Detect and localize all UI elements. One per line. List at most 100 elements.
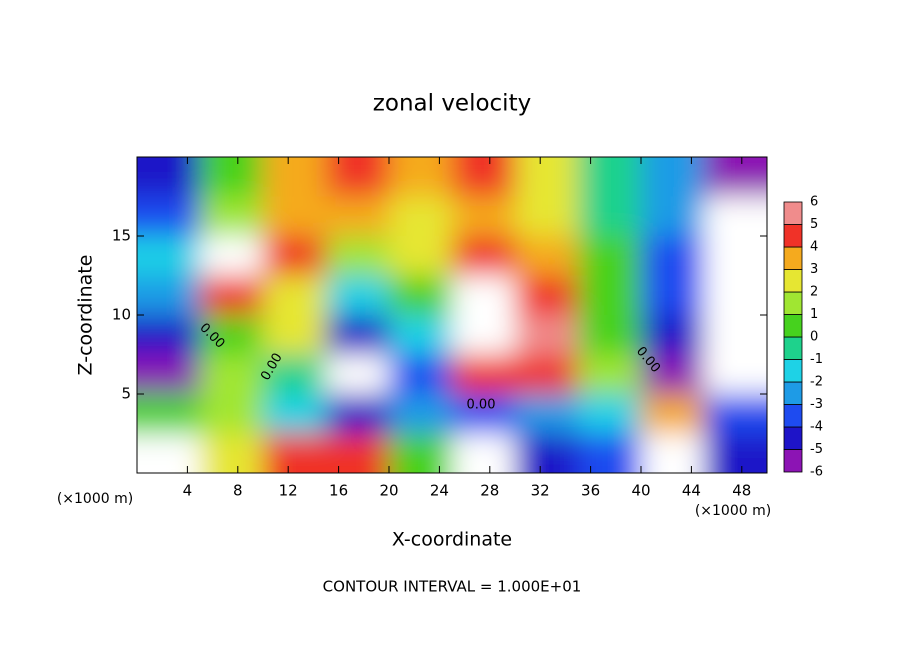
heat-cell — [200, 275, 264, 316]
heat-cell — [389, 394, 453, 434]
colorbar-band — [783, 336, 803, 360]
heat-cell — [452, 157, 516, 197]
heat-cell — [515, 275, 579, 316]
colorbar-label: -5 — [810, 442, 823, 457]
x-axis-label: X-coordinate — [392, 529, 512, 551]
heat-cell — [515, 433, 579, 473]
heat-cell — [389, 354, 453, 395]
heat-cell — [452, 315, 516, 355]
x-tick-label: 8 — [233, 482, 243, 500]
heat-cell — [452, 275, 516, 316]
heat-cell — [515, 157, 579, 197]
heat-cell — [200, 157, 264, 197]
colorbar-band — [783, 291, 803, 315]
heat-cell — [578, 394, 642, 434]
y-axis-label: Z-coordinate — [75, 255, 97, 376]
x-tick-label: 24 — [430, 482, 449, 500]
colorbar-label: 5 — [810, 217, 818, 232]
heat-cell — [641, 354, 705, 395]
heat-cell — [263, 196, 327, 237]
colorbar-band — [783, 359, 803, 383]
heat-cell — [389, 196, 453, 237]
heat-cell — [200, 354, 264, 395]
heat-cell — [326, 433, 390, 473]
heat-cell — [389, 275, 453, 316]
heat-cell — [326, 354, 390, 395]
colorbar-band — [783, 246, 803, 270]
footer: CONTOUR INTERVAL = 1.000E+01 — [323, 578, 582, 596]
heat-cell — [578, 315, 642, 355]
heat-cell — [326, 275, 390, 316]
heat-cell — [515, 236, 579, 276]
colorbar-band — [783, 269, 803, 293]
x-tick-label: 12 — [279, 482, 298, 500]
heat-cell — [389, 315, 453, 355]
heat-cell — [515, 196, 579, 237]
heat-cell — [263, 354, 327, 395]
colorbar-label: 4 — [810, 240, 818, 255]
chart-title: zonal velocity — [373, 91, 531, 117]
heat-cell — [137, 354, 201, 395]
colorbar-label: 1 — [810, 307, 818, 322]
heat-cell — [326, 196, 390, 237]
heat-cell — [704, 354, 767, 395]
heat-cell — [326, 236, 390, 276]
heat-cell — [263, 433, 327, 473]
heat-cell — [704, 315, 767, 355]
x-unit-label: (×1000 m) — [695, 503, 771, 519]
heat-cell — [263, 275, 327, 316]
heat-cell — [578, 275, 642, 316]
heat-cell — [641, 196, 705, 237]
x-unit-label: (×1000 m) — [57, 491, 133, 507]
heat-cell — [263, 236, 327, 276]
heat-cell — [578, 196, 642, 237]
x-tick-label: 40 — [631, 482, 650, 500]
heat-cell — [515, 315, 579, 355]
heat-cell — [578, 157, 642, 197]
heat-cell — [704, 157, 767, 197]
heat-cell — [452, 394, 516, 434]
field — [137, 157, 767, 473]
colorbar-label: -4 — [810, 420, 823, 435]
heat-cell — [263, 157, 327, 197]
colorbar-label: 6 — [810, 195, 818, 210]
heat-cell — [641, 236, 705, 276]
heat-cell — [452, 354, 516, 395]
heat-cell — [578, 236, 642, 276]
x-tick-label: 36 — [581, 482, 600, 500]
heat-cell — [578, 354, 642, 395]
colorbar-label: 3 — [810, 262, 818, 277]
heat-cell — [641, 315, 705, 355]
y-tick-label: 10 — [112, 306, 131, 324]
colorbar-band — [783, 314, 803, 338]
colorbar-band — [783, 449, 803, 473]
x-tick-label: 48 — [732, 482, 751, 500]
y-tick-label: 15 — [112, 227, 131, 245]
heat-cell — [200, 394, 264, 434]
heat-cell — [137, 394, 201, 434]
heat-cell — [137, 315, 201, 355]
heat-cell — [137, 433, 201, 473]
heat-cell — [137, 275, 201, 316]
heat-cell — [515, 354, 579, 395]
heat-cell — [704, 394, 767, 434]
heat-cell — [389, 433, 453, 473]
heat-cell — [326, 157, 390, 197]
heat-cell — [263, 315, 327, 355]
colorbar-band — [783, 381, 803, 405]
x-tick-label: 16 — [329, 482, 348, 500]
x-tick-label: 28 — [480, 482, 499, 500]
colorbar-label: 0 — [810, 330, 818, 345]
colorbar-label: -2 — [810, 375, 823, 390]
heat-cell — [263, 394, 327, 434]
colorbar-label: -3 — [810, 397, 823, 412]
heat-cell — [326, 394, 390, 434]
colorbar-band — [783, 224, 803, 248]
colorbar-label: -1 — [810, 352, 823, 367]
x-tick-label: 44 — [682, 482, 701, 500]
heat-cell — [704, 196, 767, 237]
y-tick-label: 5 — [121, 385, 131, 403]
heat-cell — [200, 433, 264, 473]
heat-cell — [137, 196, 201, 237]
